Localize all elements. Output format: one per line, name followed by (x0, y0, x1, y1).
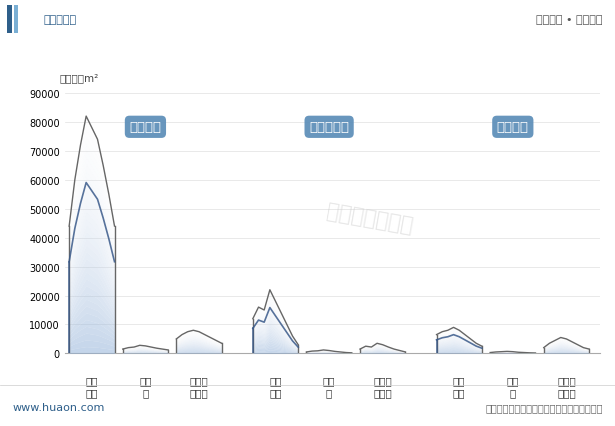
Text: 办公
楼: 办公 楼 (323, 375, 335, 397)
Text: 2016-2024年1-9月山东省房地产施工面积情况: 2016-2024年1-9月山东省房地产施工面积情况 (162, 54, 453, 72)
Text: 华经情报网: 华经情报网 (43, 15, 76, 25)
Text: 华经产业研究院: 华经产业研究院 (325, 201, 415, 236)
Text: 专业严谨 • 客观科学: 专业严谨 • 客观科学 (536, 15, 603, 25)
Text: 新开工面积: 新开工面积 (309, 121, 349, 134)
Text: 办公
楼: 办公 楼 (139, 375, 152, 397)
Text: 商品
住宅: 商品 住宅 (453, 375, 466, 397)
Text: 办公
楼: 办公 楼 (507, 375, 519, 397)
Bar (7, 6, 12, 35)
Text: 商业营
业用房: 商业营 业用房 (557, 375, 576, 397)
Text: 单位：万m²: 单位：万m² (59, 73, 98, 83)
Text: www.huaon.com: www.huaon.com (12, 402, 105, 412)
Text: 商业营
业用房: 商业营 业用房 (373, 375, 392, 397)
Text: 商业营
业用房: 商业营 业用房 (189, 375, 208, 397)
Text: 竺工面积: 竺工面积 (497, 121, 529, 134)
Text: 商品
住宅: 商品 住宅 (269, 375, 282, 397)
Bar (14, 6, 18, 35)
Text: 施工面积: 施工面积 (129, 121, 161, 134)
Text: 数据来源：国家统计局，华经产业研究院整理: 数据来源：国家统计局，华经产业研究院整理 (485, 402, 603, 412)
Text: 商品
住宅: 商品 住宅 (85, 375, 98, 397)
